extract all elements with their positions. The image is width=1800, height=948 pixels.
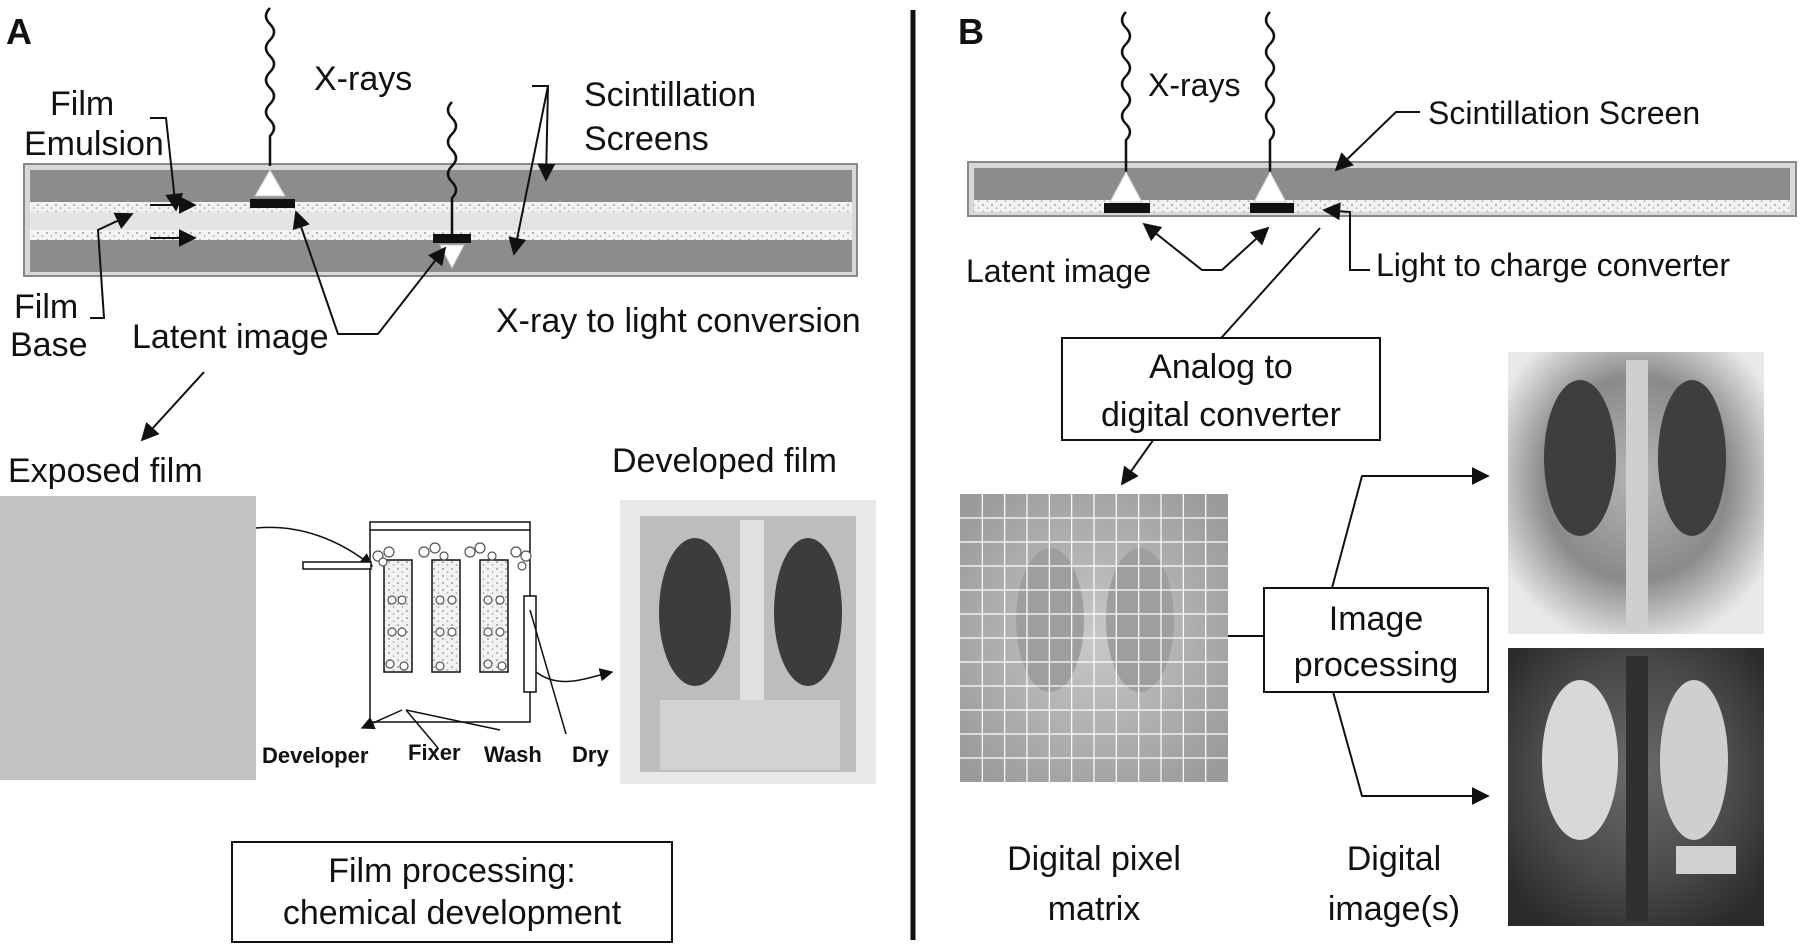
latent-mark-b1 [1104,203,1150,213]
panel-b-letter: B [958,11,984,52]
adc-box [1061,337,1381,441]
developer-label: Developer [262,743,369,768]
film-processor [302,521,614,749]
scint-screens-label-2: Screens [584,120,709,158]
latent-mark-2 [433,234,471,243]
film-processing-label: Film processing: [328,852,576,890]
fixer-label: Fixer [408,740,461,765]
image-processing-label-2: processing [1294,646,1458,684]
pixel-matrix-label: Digital pixel [1007,840,1181,878]
top-scintillation-screen [30,170,852,202]
light-cone-icon [1109,170,1143,203]
exposed-film [0,496,256,780]
xray-wave-icon [264,7,276,166]
adc-label-2: digital converter [1101,396,1341,434]
xray-wave-icon [446,101,458,236]
panel-a: A X-rays Film Emulsion Scintillation Scr… [0,7,876,943]
light-to-charge-layer [974,200,1790,212]
wash-label: Wash [484,742,542,767]
image-processing-label: Image [1329,600,1424,638]
image-processing-box [1263,587,1489,693]
latent-image-label-a: Latent image [132,318,329,356]
film-insert-arrow [255,526,374,567]
light-to-charge-label: Light to charge converter [1376,247,1730,283]
developed-film-label: Developed film [612,442,837,480]
xray-wave-icon [1120,11,1132,172]
latent-image-label-b: Latent image [966,253,1151,289]
latent-mark-1 [250,199,295,208]
panel-b: B X-rays Scintillation Screen Latent ima… [958,11,1797,928]
film-base-label-2: Base [10,326,88,364]
scint-screens-label: Scintillation [584,76,756,114]
film-base-layer [30,212,852,230]
digital-image-1 [1508,352,1764,634]
digital-images-label: Digital [1347,840,1441,878]
adc-label: Analog to [1149,348,1293,386]
light-cone-icon [254,168,286,197]
film-base-label: Film [14,288,78,326]
pixel-matrix-label-2: matrix [1048,890,1141,928]
exposed-film-label: Exposed film [8,452,203,490]
digital-detector-section [967,161,1797,217]
xray-wave-icon [1264,11,1276,172]
scintillation-screen-b [974,168,1790,200]
panel-b-arrows [1120,111,1490,805]
xray-to-light-label: X-ray to light conversion [496,302,861,340]
film-cross-section [23,163,858,277]
digital-image-2 [1508,648,1764,926]
panel-a-arrows [90,85,556,442]
film-processing-label-2: chemical development [283,894,622,932]
developed-film-image [620,500,876,784]
latent-mark-b2 [1250,203,1294,213]
film-emulsion-label: Film [50,85,114,123]
dry-label: Dry [572,742,609,767]
scint-screen-label: Scintillation Screen [1428,95,1700,131]
xrays-label-a: X-rays [314,60,412,98]
light-cone-icon [1253,170,1287,203]
digital-images-label-2: image(s) [1328,890,1460,928]
top-emulsion [30,202,852,212]
digital-pixel-matrix [960,494,1228,782]
panel-a-letter: A [6,11,32,52]
xrays-label-b: X-rays [1148,67,1240,103]
film-processing-box [231,841,673,943]
film-emulsion-label-2: Emulsion [24,125,164,163]
